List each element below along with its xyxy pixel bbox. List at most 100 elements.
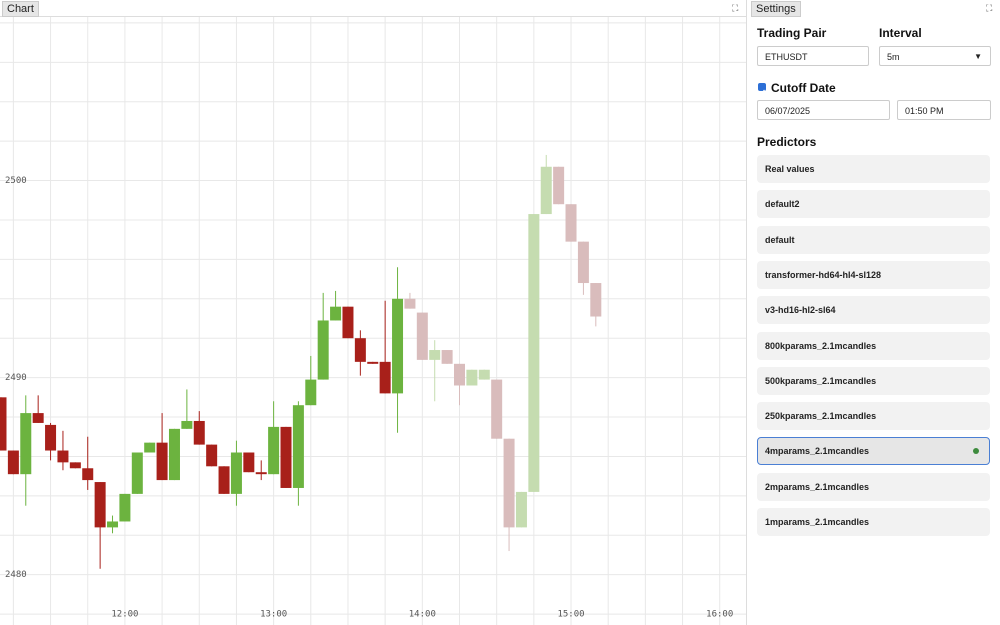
settings-panel: Settings ⛶ Trading Pair ETHUSDT Interval… [750, 0, 1000, 625]
chart: 2480 2490 2500 12:00 13:00 14:00 15:00 16:00 [0, 0, 747, 625]
candle-body [305, 379, 317, 406]
candle-body [7, 450, 19, 475]
candle-body [553, 166, 565, 205]
predictor-name: default2 [765, 199, 800, 210]
trading-pair-label: Trading Pair [757, 26, 827, 40]
candle-body [230, 452, 242, 494]
predictor-name: transformer-hd64-hl4-sl128 [765, 269, 882, 280]
candle-body [57, 450, 69, 463]
predictor-button[interactable]: v3-hd16-hl2-sl64 [757, 296, 990, 325]
x-tick-label: 14:00 [409, 610, 436, 620]
candle-body [466, 369, 478, 386]
y-tick-label: 2500 [5, 176, 27, 186]
cutoff-time-input[interactable]: 01:50 PM [897, 100, 991, 120]
predictor-name: 500kparams_2.1mcandles [765, 375, 877, 386]
candle-body [379, 361, 391, 394]
candle-body [82, 468, 94, 481]
predictor-button[interactable]: default2 [757, 190, 990, 219]
predictor-button[interactable]: 800kparams_2.1mcandles [757, 331, 990, 360]
predictor-name: v3-hd16-hl2-sl64 [765, 305, 836, 316]
x-tick-label: 16:00 [706, 610, 733, 620]
interval-label: Interval [879, 26, 922, 40]
interval-select[interactable]: 5m ▼ [879, 46, 991, 66]
candle-body [280, 426, 292, 488]
cutoff-date-input[interactable]: 06/07/2025 [757, 100, 890, 120]
cutoff-checkbox[interactable] [758, 83, 766, 95]
axis-labels: 2480 2490 2500 12:00 13:00 14:00 15:00 16:00 [5, 176, 733, 619]
candle-body [243, 452, 255, 473]
dropdown-arrow: ▼ [974, 52, 982, 61]
predictor-button[interactable]: Real values [757, 155, 990, 183]
x-tick-label: 15:00 [557, 610, 584, 620]
candle-body [404, 298, 416, 309]
candle-body [330, 306, 342, 321]
expand-icon[interactable]: ⛶ [986, 3, 993, 13]
x-tick-label: 13:00 [260, 610, 287, 620]
candle-body [590, 283, 602, 317]
predictor-button[interactable]: 4mparams_2.1mcandles [757, 437, 990, 466]
check [759, 89, 765, 95]
x-tick-label: 12:00 [111, 610, 138, 620]
candle-body [478, 369, 490, 380]
predictors-label: Predictors [757, 135, 817, 149]
expand-icon[interactable]: ⛶ [732, 3, 739, 13]
predictor-button[interactable]: 1mparams_2.1mcandles [757, 508, 990, 536]
candle-body [218, 466, 230, 494]
candle-body [342, 306, 354, 339]
candle-body [206, 444, 218, 467]
chart-tab[interactable]: Chart [2, 1, 39, 17]
candle-body [181, 420, 193, 429]
candle-body [453, 363, 465, 386]
predictor-name: 4mparams_2.1mcandles [765, 446, 870, 457]
candle-body [317, 320, 329, 380]
predictor-name: 250kparams_2.1mcandles [765, 411, 877, 422]
candle-body [168, 428, 180, 481]
candle-body [107, 521, 119, 528]
candle-body [503, 438, 515, 528]
candle-body [416, 312, 428, 360]
predictor-name: 800kparams_2.1mcandles [765, 340, 877, 351]
candle-body [354, 338, 366, 362]
candle-body [515, 491, 527, 528]
candle-body [268, 426, 280, 475]
candle-body [429, 350, 441, 360]
candle-body [441, 350, 453, 364]
candle-body [119, 493, 131, 522]
cutoff-label: Cutoff Date [771, 81, 836, 95]
candle-body [392, 298, 404, 394]
candle-body [367, 361, 379, 364]
candle-body [292, 405, 304, 488]
predictor-button[interactable]: 250kparams_2.1mcandles [757, 402, 990, 431]
candle-body [255, 472, 267, 475]
candle-body [193, 420, 205, 445]
candle-body [144, 442, 156, 453]
candle-body [565, 204, 577, 242]
candle-body [491, 379, 503, 439]
trading-pair-input[interactable]: ETHUSDT [757, 46, 869, 66]
candle-body [156, 442, 168, 481]
candles [0, 154, 602, 569]
grid [0, 17, 746, 625]
y-tick-label: 2480 [5, 570, 27, 580]
settings-tab[interactable]: Settings [751, 1, 801, 17]
candle-body [577, 241, 589, 284]
candle-body [540, 166, 552, 215]
y-tick-label: 2490 [5, 373, 27, 383]
predictor-name: 2mparams_2.1mcandles [765, 481, 870, 492]
candle-body [69, 462, 81, 469]
predictor-button[interactable]: transformer-hd64-hl4-sl128 [757, 260, 990, 289]
candle-body [32, 413, 44, 423]
candle-body [528, 214, 540, 492]
predictor-name: default [765, 234, 795, 245]
candle-body [0, 397, 7, 451]
predictor-name: Real values [765, 164, 815, 174]
predictor-button[interactable]: 2mparams_2.1mcandles [757, 472, 990, 501]
selected-indicator [973, 448, 979, 455]
predictor-button[interactable]: default [757, 225, 990, 254]
candle-body [131, 452, 143, 494]
candle-body [45, 424, 57, 451]
candle-body [20, 413, 32, 475]
candle-body [94, 482, 106, 528]
predictor-button[interactable]: 500kparams_2.1mcandles [757, 366, 990, 395]
